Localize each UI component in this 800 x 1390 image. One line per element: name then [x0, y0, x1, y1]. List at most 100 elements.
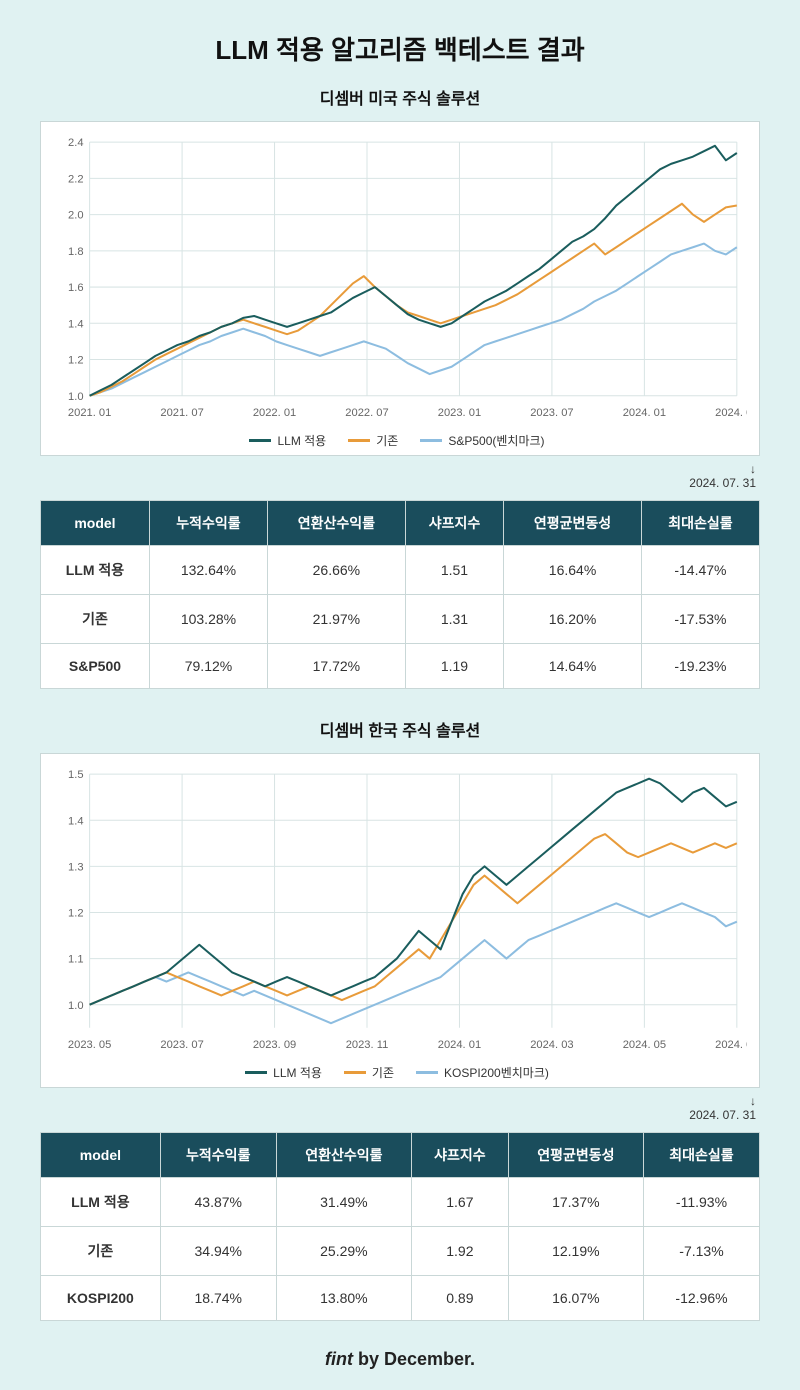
svg-text:1.2: 1.2 [68, 908, 84, 920]
legend-item: S&P500(벤치마크) [420, 432, 544, 449]
svg-text:2022. 01: 2022. 01 [253, 407, 296, 419]
legend-swatch [420, 439, 442, 442]
svg-text:2024. 01: 2024. 01 [623, 407, 666, 419]
table-row: 기존103.28%21.97%1.3116.20%-17.53% [41, 595, 760, 644]
chart2-end-date: ↓2024. 07. 31 [40, 1094, 756, 1122]
table-cell: 1.31 [405, 595, 503, 644]
table-cell: 18.74% [160, 1276, 276, 1321]
svg-text:2023. 09: 2023. 09 [253, 1039, 296, 1051]
table-row: 기존34.94%25.29%1.9212.19%-7.13% [41, 1227, 760, 1276]
svg-text:2.2: 2.2 [68, 173, 84, 185]
chart1-legend: LLM 적용 기존 S&P500(벤치마크) [47, 432, 747, 449]
table-cell: 17.37% [508, 1178, 643, 1227]
svg-text:1.2: 1.2 [68, 355, 84, 367]
svg-text:2024. 03: 2024. 03 [530, 1039, 573, 1051]
legend-swatch [344, 1071, 366, 1074]
legend-item: 기존 [344, 1064, 394, 1081]
table-cell: 25.29% [276, 1227, 411, 1276]
table-header: 누적수익룰 [149, 501, 267, 546]
table-cell: 21.97% [268, 595, 406, 644]
legend-swatch [348, 439, 370, 442]
svg-text:2023. 05: 2023. 05 [68, 1039, 111, 1051]
legend-label: S&P500(벤치마크) [448, 432, 544, 449]
chart2-container: 1.01.11.21.31.41.52023. 052023. 072023. … [40, 753, 760, 1088]
svg-text:1.1: 1.1 [68, 954, 84, 966]
table-cell: 16.20% [504, 595, 642, 644]
table-cell: 1.51 [405, 546, 503, 595]
table-header: 연환산수익룰 [268, 501, 406, 546]
chart1-svg: 1.0 1.2 1.4 1.6 1.8 2.0 2.2 2.4 2021. 01 2021. 07… [47, 132, 747, 426]
svg-text:2021. 07: 2021. 07 [160, 407, 203, 419]
table-cell: 34.94% [160, 1227, 276, 1276]
svg-text:1.4: 1.4 [68, 318, 84, 330]
table-header: 최대손실룰 [641, 501, 759, 546]
svg-text:2022. 07: 2022. 07 [345, 407, 388, 419]
table-cell: -7.13% [643, 1227, 759, 1276]
table-cell: LLM 적용 [41, 1178, 161, 1227]
svg-text:2024. 05: 2024. 05 [623, 1039, 666, 1051]
svg-text:2.0: 2.0 [68, 210, 84, 222]
legend-item: LLM 적용 [249, 432, 326, 449]
table-cell: -17.53% [641, 595, 759, 644]
table-header: 연평균변동성 [504, 501, 642, 546]
footer-brand: fint by December. [40, 1349, 760, 1370]
table-cell: 26.66% [268, 546, 406, 595]
chart2-legend: LLM 적용 기존 KOSPI200벤치마크) [47, 1064, 747, 1081]
chart1-end-date: ↓2024. 07. 31 [40, 462, 756, 490]
table-header: 최대손실룰 [643, 1133, 759, 1178]
table-cell: 17.72% [268, 644, 406, 689]
table-cell: -11.93% [643, 1178, 759, 1227]
chart1-title: 디셈버 미국 주식 솔루션 [40, 85, 760, 109]
table-cell: 14.64% [504, 644, 642, 689]
svg-text:1.3: 1.3 [68, 862, 84, 874]
svg-text:2024. 01: 2024. 01 [438, 1039, 481, 1051]
svg-text:2024. 07: 2024. 07 [715, 1039, 747, 1051]
chart2-title: 디셈버 한국 주식 솔루션 [40, 717, 760, 741]
table-header: 샤프지수 [405, 501, 503, 546]
svg-text:2024. 07: 2024. 07 [715, 407, 747, 419]
svg-text:1.0: 1.0 [68, 1000, 84, 1012]
table-cell: 16.64% [504, 546, 642, 595]
table-header: 연환산수익룰 [276, 1133, 411, 1178]
table-cell: 12.19% [508, 1227, 643, 1276]
svg-text:2023. 11: 2023. 11 [346, 1039, 389, 1051]
table-cell: 31.49% [276, 1178, 411, 1227]
legend-label: LLM 적용 [273, 1064, 322, 1081]
table-cell: 132.64% [149, 546, 267, 595]
table-header: 연평균변동성 [508, 1133, 643, 1178]
table-cell: 기존 [41, 1227, 161, 1276]
table-row: KOSPI20018.74%13.80%0.8916.07%-12.96% [41, 1276, 760, 1321]
legend-swatch [249, 439, 271, 442]
table-cell: 0.89 [412, 1276, 509, 1321]
svg-text:2023. 01: 2023. 01 [438, 407, 481, 419]
legend-item: KOSPI200벤치마크) [416, 1064, 549, 1081]
svg-text:1.8: 1.8 [68, 246, 84, 258]
table-cell: -12.96% [643, 1276, 759, 1321]
legend-item: LLM 적용 [245, 1064, 322, 1081]
legend-label: KOSPI200벤치마크) [444, 1064, 549, 1081]
table-cell: 103.28% [149, 595, 267, 644]
legend-item: 기존 [348, 432, 398, 449]
table-row: LLM 적용132.64%26.66%1.5116.64%-14.47% [41, 546, 760, 595]
svg-text:1.4: 1.4 [68, 816, 84, 828]
svg-text:1.5: 1.5 [68, 769, 84, 781]
table-row: S&P50079.12%17.72%1.1914.64%-19.23% [41, 644, 760, 689]
chart1-container: 1.0 1.2 1.4 1.6 1.8 2.0 2.2 2.4 2021. 01 2021. 07… [40, 121, 760, 456]
table-cell: KOSPI200 [41, 1276, 161, 1321]
svg-text:2021. 01: 2021. 01 [68, 407, 111, 419]
svg-text:1.6: 1.6 [68, 282, 84, 294]
table-header: 누적수익룰 [160, 1133, 276, 1178]
svg-text:2.4: 2.4 [68, 137, 84, 149]
table-cell: -14.47% [641, 546, 759, 595]
table-header: model [41, 501, 150, 546]
table-cell: LLM 적용 [41, 546, 150, 595]
legend-label: 기존 [376, 432, 398, 449]
table-cell: 79.12% [149, 644, 267, 689]
legend-swatch [416, 1071, 438, 1074]
svg-text:1.0: 1.0 [68, 391, 84, 403]
table-header: model [41, 1133, 161, 1178]
legend-label: LLM 적용 [277, 432, 326, 449]
table2: model누적수익룰연환산수익룰샤프지수연평균변동성최대손실룰 LLM 적용43… [40, 1132, 760, 1321]
legend-swatch [245, 1071, 267, 1074]
table-cell: 1.92 [412, 1227, 509, 1276]
